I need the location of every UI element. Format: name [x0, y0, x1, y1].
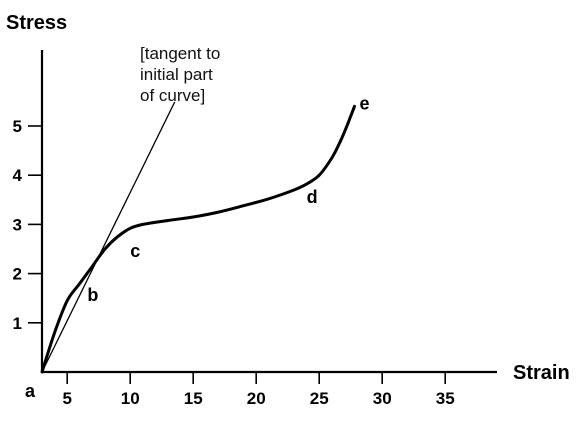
labels: Stress Strain [6, 12, 570, 384]
point-label-b: b [87, 285, 98, 305]
tangent-note-line-3: of curve] [140, 86, 205, 105]
x-tick-label-30: 30 [373, 389, 392, 408]
tangent-annotation: [tangent to initial part of curve] [140, 44, 220, 105]
y-tick-label-3: 3 [13, 215, 22, 234]
y-tick-label-1: 1 [13, 314, 22, 333]
point-label-d: d [307, 187, 318, 207]
y-tick-label-4: 4 [13, 166, 23, 185]
point-labels: a b c d e [25, 93, 370, 401]
tangent-note-line-2: initial part [140, 65, 213, 84]
x-tick-label-15: 15 [184, 389, 203, 408]
x-tick-label-20: 20 [247, 389, 266, 408]
y-tick-label-2: 2 [13, 265, 22, 284]
curves [40, 101, 356, 374]
tangent-note-line-1: [tangent to [140, 44, 220, 63]
tangent-line [41, 101, 176, 373]
y-tick-label-5: 5 [13, 117, 22, 136]
ticks: 1 2 3 4 5 5 10 15 20 25 30 35 [13, 117, 455, 408]
axes [40, 50, 497, 374]
x-tick-label-10: 10 [121, 389, 140, 408]
x-tick-label-5: 5 [62, 389, 71, 408]
x-tick-label-35: 35 [436, 389, 455, 408]
stress-strain-curve [40, 104, 356, 374]
y-axis-title: Stress [6, 12, 67, 34]
point-label-c: c [130, 241, 140, 261]
x-tick-label-25: 25 [310, 389, 329, 408]
x-axis-title: Strain [513, 362, 570, 384]
point-label-a: a [25, 381, 36, 401]
point-label-e: e [360, 93, 370, 113]
